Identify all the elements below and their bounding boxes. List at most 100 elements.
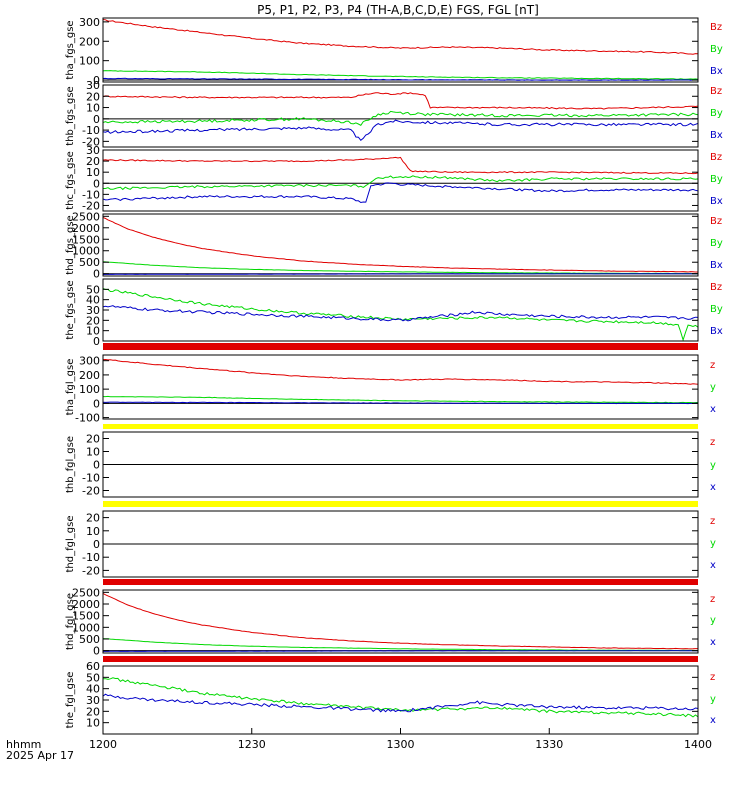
status-bar xyxy=(103,656,698,662)
y-tick-label: -100 xyxy=(75,412,100,425)
component-label-By: By xyxy=(710,108,723,119)
series-y-line xyxy=(103,395,699,404)
y-tick-label: 10 xyxy=(86,102,100,115)
x-tick-label: 1300 xyxy=(387,738,415,751)
series-y-line xyxy=(102,638,699,652)
x-tick-label: 1400 xyxy=(684,738,712,751)
y-tick-label: -20 xyxy=(82,485,100,498)
y-axis-label: tha_fgs_gse xyxy=(65,20,76,79)
y-tick-label: -20 xyxy=(82,564,100,577)
x-tick-label: 1200 xyxy=(89,738,117,751)
y-axis-label: thc_fgs_gse xyxy=(65,151,76,210)
y-tick-label: 30 xyxy=(86,694,100,707)
panel-frame xyxy=(102,589,699,654)
panel-frame xyxy=(102,278,699,342)
series-By-line xyxy=(102,261,699,275)
panel-frame xyxy=(102,354,699,420)
component-label-Bx: Bx xyxy=(710,260,723,271)
series-x-line xyxy=(102,650,698,652)
series-Bz-line xyxy=(102,216,698,273)
series-By-line xyxy=(102,70,699,80)
y-axis-label: the_fgl_gse xyxy=(65,672,76,729)
component-label-Bx: Bx xyxy=(710,130,723,141)
component-label-Bx: Bx xyxy=(710,196,723,207)
series-Bx-line xyxy=(102,182,699,204)
y-tick-label: 100 xyxy=(79,383,100,396)
series-Bz-line xyxy=(102,156,699,175)
y-tick-label: 40 xyxy=(86,683,100,696)
panel-frame xyxy=(102,213,699,277)
y-tick-label: 2000 xyxy=(72,598,100,611)
component-label-x: x xyxy=(710,404,716,415)
y-tick-label: 10 xyxy=(86,446,100,459)
y-tick-label: 40 xyxy=(86,294,100,307)
component-label-x: x xyxy=(710,637,716,648)
status-bar xyxy=(103,501,698,507)
y-tick-label: 0 xyxy=(93,459,100,472)
component-label-By: By xyxy=(710,238,723,249)
component-label-Bz: Bz xyxy=(710,152,722,163)
y-tick-label: -10 xyxy=(82,124,100,137)
component-label-y: y xyxy=(710,382,716,393)
y-tick-label: 0 xyxy=(93,397,100,410)
y-axis-label: thd_fgl_gse xyxy=(65,593,76,650)
y-tick-label: 1500 xyxy=(72,610,100,623)
y-tick-label: 60 xyxy=(86,660,100,673)
component-label-Bz: Bz xyxy=(710,216,722,227)
y-tick-label: 2000 xyxy=(72,222,100,235)
plot-title: P5, P1, P2, P3, P4 (TH-A,B,C,D,E) FGS, F… xyxy=(257,3,539,17)
y-tick-label: 100 xyxy=(79,55,100,68)
y-tick-label: 10 xyxy=(86,525,100,538)
panel-frame xyxy=(102,17,699,83)
component-label-z: z xyxy=(710,672,715,683)
component-label-By: By xyxy=(710,304,723,315)
y-tick-label: 20 xyxy=(86,433,100,446)
y-axis-label: tha_fgl_gse xyxy=(65,359,76,416)
x-axis: hhmm 2025 Apr 17 1200 1230 1300 1330 1400 xyxy=(6,728,712,762)
y-tick-label: 1500 xyxy=(72,233,100,246)
series-By-line xyxy=(102,110,699,126)
component-label-x: x xyxy=(710,715,716,726)
component-label-z: z xyxy=(710,594,715,605)
component-label-Bz: Bz xyxy=(710,22,722,33)
y-axis-label: thb_fgl_gse xyxy=(65,436,76,493)
component-label-z: z xyxy=(710,516,715,527)
series-Bx-line xyxy=(102,273,698,275)
y-tick-label: 0 xyxy=(93,335,100,348)
y-tick-label: 0 xyxy=(93,645,100,658)
y-tick-label: 0 xyxy=(93,74,100,87)
y-tick-label: 20 xyxy=(86,155,100,168)
component-label-y: y xyxy=(710,694,716,705)
y-tick-label: 20 xyxy=(86,512,100,525)
y-axis-label: the_fgs_gse xyxy=(65,280,76,339)
y-tick-label: -20 xyxy=(82,199,100,212)
y-tick-label: 10 xyxy=(86,325,100,338)
y-tick-label: 300 xyxy=(79,355,100,368)
y-tick-label: 0 xyxy=(93,268,100,281)
y-tick-label: -20 xyxy=(82,135,100,148)
component-label-Bz: Bz xyxy=(710,86,722,97)
y-tick-label: 10 xyxy=(86,166,100,179)
series-Bx-line xyxy=(102,119,699,142)
panel-frame xyxy=(102,84,699,148)
y-tick-label: 30 xyxy=(86,304,100,317)
x-axis-label-hhmm: hhmm xyxy=(6,738,41,751)
series-z-line xyxy=(102,592,698,650)
component-label-x: x xyxy=(710,560,716,571)
status-bar xyxy=(103,343,698,350)
component-label-z: z xyxy=(710,437,715,448)
y-tick-label: -10 xyxy=(82,188,100,201)
x-axis-label-date: 2025 Apr 17 xyxy=(6,749,74,762)
y-tick-label: 50 xyxy=(86,671,100,684)
y-tick-label: 500 xyxy=(79,633,100,646)
component-label-By: By xyxy=(710,44,723,55)
component-label-Bz: Bz xyxy=(710,282,722,293)
